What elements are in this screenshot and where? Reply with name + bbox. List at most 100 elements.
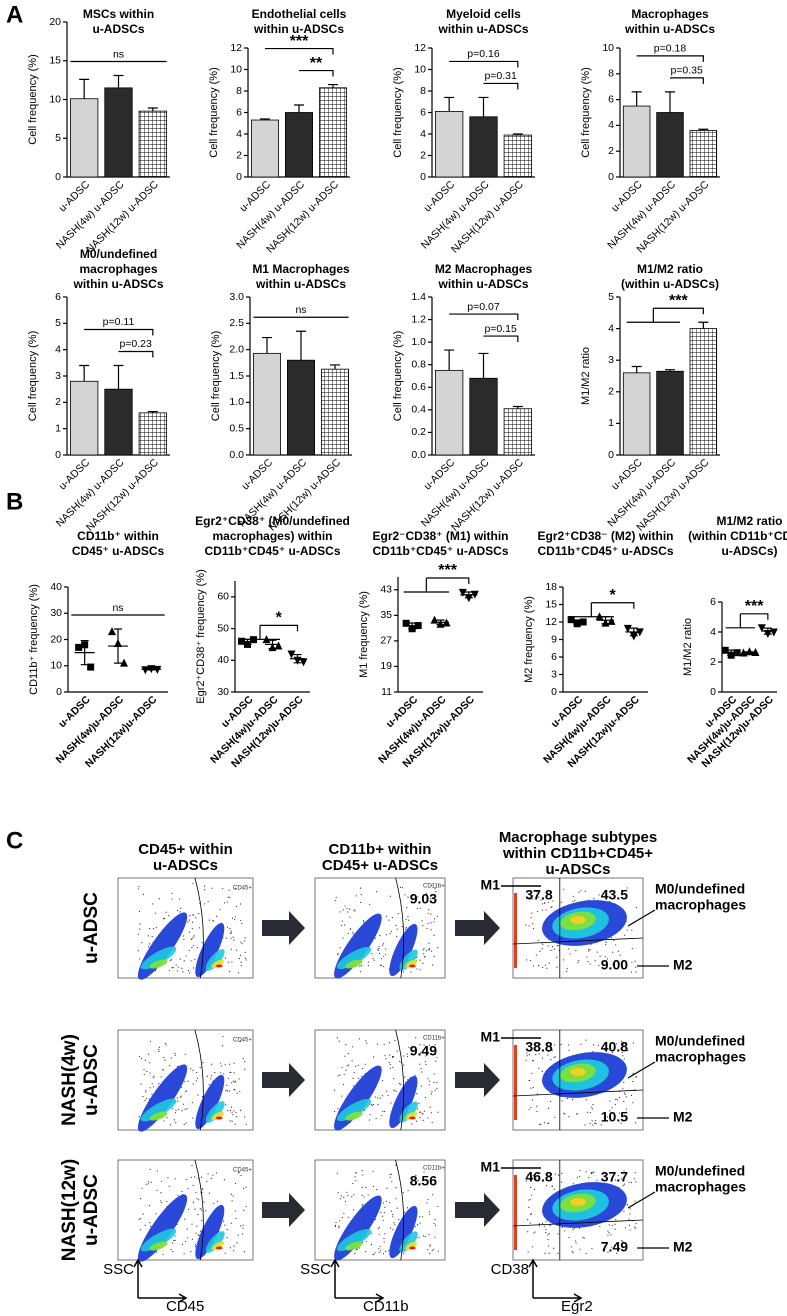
event-dot [150,1225,152,1227]
gate [512,1219,644,1227]
event-dot [240,1225,242,1227]
data-point [430,615,439,624]
event-dot [148,1098,150,1100]
event-dot [631,947,633,950]
bar [318,87,347,178]
event-dot [416,968,418,970]
event-dot [632,1042,634,1044]
event-dot [359,887,362,889]
event-dot [623,1081,625,1083]
event-dot [354,1253,356,1255]
event-dot [194,1208,196,1210]
event-dot [383,1241,385,1243]
event-dot [195,1080,197,1082]
y-tick-label: 0.4 [411,404,426,416]
event-dot [372,1170,374,1172]
gate [512,937,644,945]
event-dot [177,1108,180,1110]
event-dot [399,886,402,888]
event-dot [224,957,227,959]
row-label: u-ADSC [81,892,102,964]
density-blob [211,1111,224,1121]
event-dot [137,888,139,890]
event-dot [548,1233,550,1235]
event-dot [377,948,379,950]
event-dot [169,1124,172,1126]
event-dot [585,1099,587,1101]
event-dot [242,1187,245,1190]
y-axis-label: Cell frequency (%) [208,67,220,157]
event-dot [194,1244,197,1246]
bar [503,408,532,456]
significance-bracket [740,613,769,620]
event-dot [632,1102,634,1104]
event-dot [419,1044,421,1046]
event-dot [385,915,388,917]
event-dot [551,945,554,948]
event-dot [392,1214,394,1216]
event-dot [578,960,580,962]
y-tick-label: 19 [380,660,392,672]
significance-label: p=0.18 [654,43,687,55]
event-dot [389,1173,391,1175]
y-tick-label: 0 [55,171,61,183]
y-tick-label: 0 [236,171,242,183]
density-blob [399,1101,418,1123]
gate-value: 9.49 [410,1043,437,1059]
density-blob [570,1198,586,1206]
event-dot [359,965,361,967]
y-tick-label: 20 [50,633,62,645]
event-dot [428,909,430,911]
event-dot [587,961,589,963]
event-dot [635,1222,637,1225]
density-blob [140,1228,177,1252]
event-dot [427,1117,429,1119]
event-dot [433,1248,435,1250]
event-dot [356,1248,358,1250]
event-dot [545,1229,547,1231]
event-dot [196,1197,198,1200]
event-dot [374,1096,376,1098]
y-tick-label: 0 [420,171,426,183]
event-dot [149,1168,151,1171]
event-dot [214,1072,216,1074]
error-bar [727,649,736,656]
event-dot [345,1044,347,1046]
y-axis-label: M1/M2 ratio [682,618,694,676]
event-dot [635,1076,637,1078]
event-dot [352,931,354,934]
event-dot [550,1045,552,1047]
event-dot [233,919,236,921]
event-dot [138,910,141,913]
event-dot [379,934,381,937]
event-dot [589,949,591,951]
error-bar [293,653,302,664]
error-bar [330,364,340,370]
event-dot [173,1239,175,1242]
event-dot [385,948,387,950]
event-dot [561,1100,563,1102]
bar [689,328,718,456]
chart-title: M1/M2 ratio [716,514,782,528]
chart-title: within u-ADSCs [438,22,529,36]
event-dot [381,1215,384,1217]
event-dot [433,1081,435,1084]
event-dot [389,1054,391,1056]
event-dot [208,919,210,921]
event-dot [207,900,209,903]
column-title: CD45+ u-ADSCs [322,857,438,874]
event-dot [391,917,393,919]
event-dot [625,1108,627,1110]
y-tick-label: 50 [217,622,229,634]
event-dot [228,970,231,973]
event-dot [621,1051,623,1053]
significance-label: p=0.35 [670,65,703,77]
y-tick-label: 15 [545,598,557,610]
event-dot [605,897,607,899]
event-dot [139,1198,142,1200]
event-dot [623,1058,625,1060]
chart-title: u-ADSCs) [722,544,778,558]
event-dot [231,917,234,919]
density-blob [405,1111,418,1121]
error-bar [113,74,124,88]
